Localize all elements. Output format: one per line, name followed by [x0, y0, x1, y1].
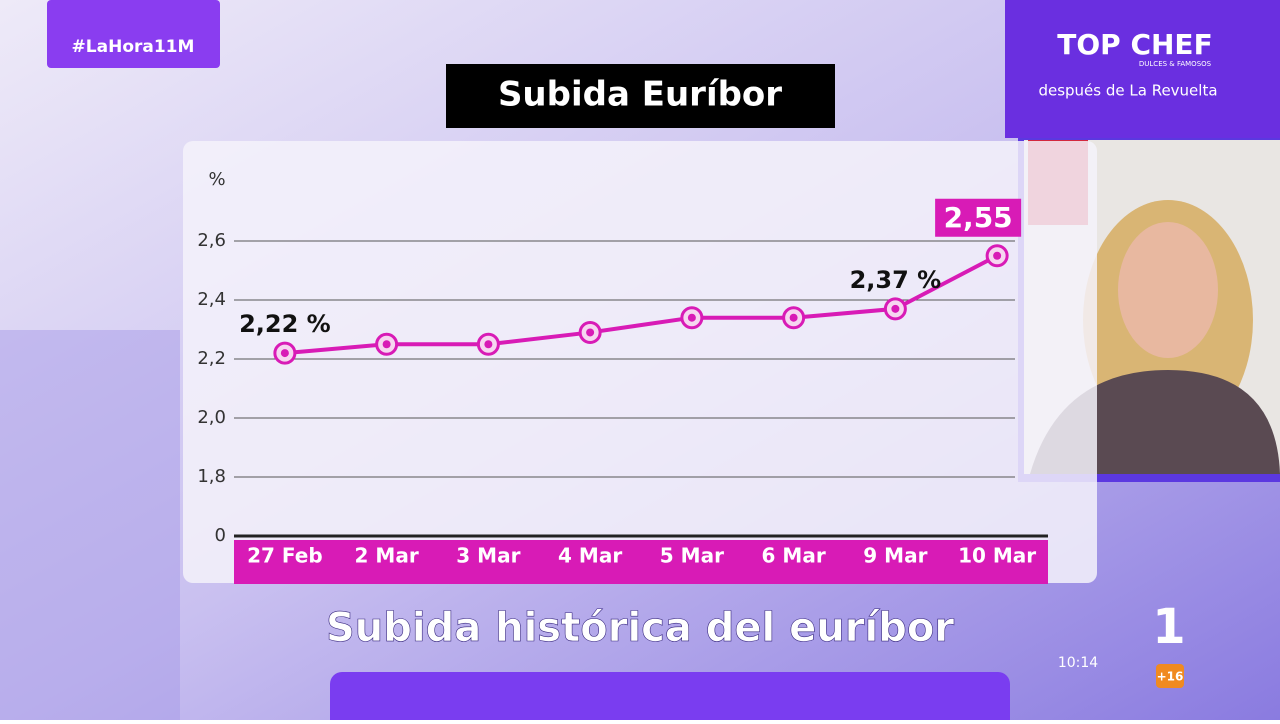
- data-point-core: [382, 340, 391, 349]
- video-person-face: [1118, 222, 1218, 358]
- x-axis-band: [234, 540, 1048, 584]
- x-tick-label: 6 Mar: [762, 544, 826, 568]
- chart-title: Subida Euríbor: [498, 75, 782, 115]
- title-box: [446, 64, 835, 128]
- coins-decor: [0, 330, 180, 720]
- value-label-box: [935, 198, 1022, 237]
- y-axis-unit: %: [208, 169, 225, 190]
- y-tick-label: 2,4: [197, 289, 226, 310]
- value-label: 2,37 %: [850, 266, 942, 294]
- promo-logo-sub: DULCES & FAMOSOS: [1139, 60, 1212, 68]
- value-label: 2,55: [944, 201, 1013, 234]
- data-line: [284, 253, 999, 356]
- data-point-core: [280, 349, 289, 358]
- data-point-core: [789, 313, 798, 322]
- x-tick-label: 2 Mar: [355, 544, 419, 568]
- value-label: 2,22 %: [239, 310, 331, 338]
- x-tick-label: 5 Mar: [660, 544, 724, 568]
- x-tick-label: 4 Mar: [558, 544, 622, 568]
- data-point-core: [891, 304, 900, 313]
- plot: 0 1,8 2,0 2,2 2,4 2,6 27 Feb 2 Mar 3 Mar 4 Mar 5 M…: [197, 198, 1048, 568]
- channel-logo: 1: [1152, 599, 1185, 655]
- y-tick-label: 1,8: [197, 466, 226, 487]
- lower-bar: [330, 672, 1010, 724]
- data-point-core: [993, 251, 1002, 260]
- y-tick-label: 0: [215, 525, 226, 546]
- chart-panel: [183, 141, 1097, 583]
- x-tick-label: 3 Mar: [456, 544, 520, 568]
- promo-tagline: después de La Revuelta: [1038, 82, 1217, 100]
- y-tick-label: 2,2: [197, 348, 226, 369]
- x-tick-label: 9 Mar: [863, 544, 927, 568]
- caption: Subida histórica del euríbor: [326, 605, 954, 651]
- y-tick-label: 2,6: [197, 230, 226, 251]
- rating-box: [1156, 664, 1184, 688]
- data-point-core: [484, 340, 493, 349]
- x-tick-label: 27 Feb: [247, 544, 323, 568]
- rating: +16: [1157, 670, 1184, 684]
- hashtag-box: [47, 0, 220, 68]
- clock: 10:14: [1058, 655, 1098, 671]
- x-tick-label: 10 Mar: [958, 544, 1036, 568]
- promo-box: [1005, 0, 1280, 138]
- data-point-core: [687, 313, 696, 322]
- hashtag: #LaHora11M: [72, 37, 195, 57]
- data-point-core: [586, 328, 595, 337]
- promo-logo: TOP CHEF: [1057, 28, 1212, 61]
- y-tick-label: 2,0: [197, 407, 226, 428]
